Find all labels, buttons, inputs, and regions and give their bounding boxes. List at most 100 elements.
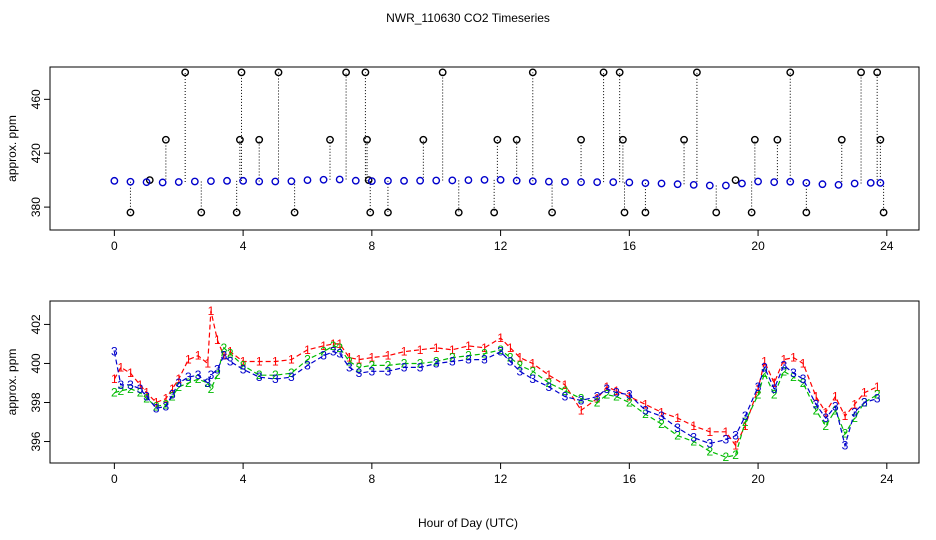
series-point-2: 2 — [690, 435, 697, 449]
x-tick-label: 12 — [494, 472, 508, 486]
series-point-1: 1 — [861, 386, 868, 400]
series-point-2: 2 — [137, 386, 144, 400]
series-point-1: 1 — [790, 351, 797, 365]
outlier-point — [750, 135, 759, 144]
x-tick-label: 16 — [623, 239, 637, 253]
series-point-2: 2 — [813, 403, 820, 417]
series-point-1: 1 — [336, 337, 343, 351]
series-point-3: 3 — [690, 431, 697, 445]
series-point — [866, 178, 875, 187]
series-point-3: 3 — [220, 349, 227, 363]
series-point-1: 1 — [227, 345, 234, 359]
series-point-2: 2 — [169, 390, 176, 404]
plot-frame — [49, 66, 920, 231]
series-point-2: 2 — [790, 370, 797, 384]
series-point-1: 1 — [546, 368, 553, 382]
series-point-1: 1 — [137, 378, 144, 392]
series-point-3: 3 — [204, 376, 211, 390]
series-point-2: 2 — [800, 376, 807, 390]
y-tick-label: 400 — [29, 353, 43, 373]
series-point-1: 1 — [497, 331, 504, 345]
series-point — [239, 176, 248, 185]
series-point-1: 1 — [832, 390, 839, 404]
chart-title: NWR_110630 CO2 Timeseries — [386, 11, 550, 25]
series-point-2: 2 — [780, 364, 787, 378]
outlier-point — [599, 68, 608, 77]
series-point-1: 1 — [732, 438, 739, 452]
series-point-3: 3 — [481, 353, 488, 367]
series-point-3: 3 — [517, 364, 524, 378]
series-point-1: 1 — [214, 333, 221, 347]
series-point-3: 3 — [111, 345, 118, 359]
x-tick-label: 8 — [369, 239, 376, 253]
outlier-point — [363, 135, 371, 144]
series-point-1: 1 — [507, 341, 514, 355]
series-point-2: 2 — [143, 392, 150, 406]
series-point-1: 1 — [417, 343, 424, 357]
series-point-1: 1 — [771, 376, 778, 390]
series-point — [721, 181, 730, 190]
series-point-1: 1 — [385, 349, 392, 363]
series-point-2: 2 — [706, 444, 713, 458]
series-point-2: 2 — [401, 356, 408, 370]
x-tick-label: 0 — [111, 239, 118, 253]
series-point — [142, 178, 151, 187]
series-point-2: 2 — [417, 356, 424, 370]
series-point-3: 3 — [153, 401, 160, 415]
series-line-1 — [113, 310, 878, 447]
series-point-2: 2 — [356, 360, 363, 374]
series-point — [158, 178, 167, 187]
series-point-1: 1 — [755, 382, 762, 396]
outlier-point — [837, 135, 846, 144]
series-point-1: 1 — [127, 366, 134, 380]
series-point-1: 1 — [320, 339, 327, 353]
series-point — [561, 178, 569, 186]
series-point — [786, 177, 795, 186]
series-point-2: 2 — [742, 415, 749, 429]
outlier-point — [366, 208, 375, 217]
series-point — [223, 176, 231, 185]
series-point-3: 3 — [417, 360, 424, 374]
series-point — [544, 177, 553, 186]
series-point — [303, 176, 312, 185]
y-tick-label: 396 — [29, 431, 43, 451]
series-point-1: 1 — [517, 351, 524, 365]
outlier-point — [419, 135, 428, 144]
series-point-3: 3 — [594, 390, 601, 404]
y-axis-label: approx. ppm — [5, 115, 19, 182]
series-point-1: 1 — [111, 372, 118, 386]
series-point-1: 1 — [842, 409, 849, 423]
x-tick-label: 20 — [751, 472, 765, 486]
series-point-2: 2 — [497, 343, 504, 357]
series-point-2: 2 — [832, 403, 839, 417]
series-point-1: 1 — [874, 380, 881, 394]
series-point-1: 1 — [401, 345, 408, 359]
series-point — [512, 176, 521, 185]
series-point-3: 3 — [851, 405, 858, 419]
series-point-1: 1 — [117, 360, 124, 374]
series-point-1: 1 — [674, 411, 681, 425]
outlier-point — [577, 135, 585, 144]
series-point — [609, 178, 618, 187]
outlier-point — [493, 135, 502, 144]
series-point-1: 1 — [578, 403, 585, 417]
series-point — [319, 175, 328, 184]
series-point — [689, 180, 698, 189]
series-point-2: 2 — [874, 388, 881, 402]
series-point — [416, 176, 425, 185]
series-point-3: 3 — [208, 368, 215, 382]
outlier-point — [290, 208, 299, 217]
series-point — [367, 177, 376, 186]
series-point — [673, 180, 682, 189]
series-point — [496, 175, 505, 184]
outlier-point — [512, 135, 521, 144]
series-point-3: 3 — [433, 356, 440, 370]
series-point-3: 3 — [185, 370, 192, 384]
series-point-3: 3 — [761, 360, 768, 374]
outlier-point — [786, 68, 795, 77]
series-point-3: 3 — [227, 355, 234, 369]
series-point-3: 3 — [346, 360, 353, 374]
y-tick-label: 398 — [29, 392, 43, 412]
outlier-point — [693, 68, 701, 77]
series-point-3: 3 — [401, 360, 408, 374]
